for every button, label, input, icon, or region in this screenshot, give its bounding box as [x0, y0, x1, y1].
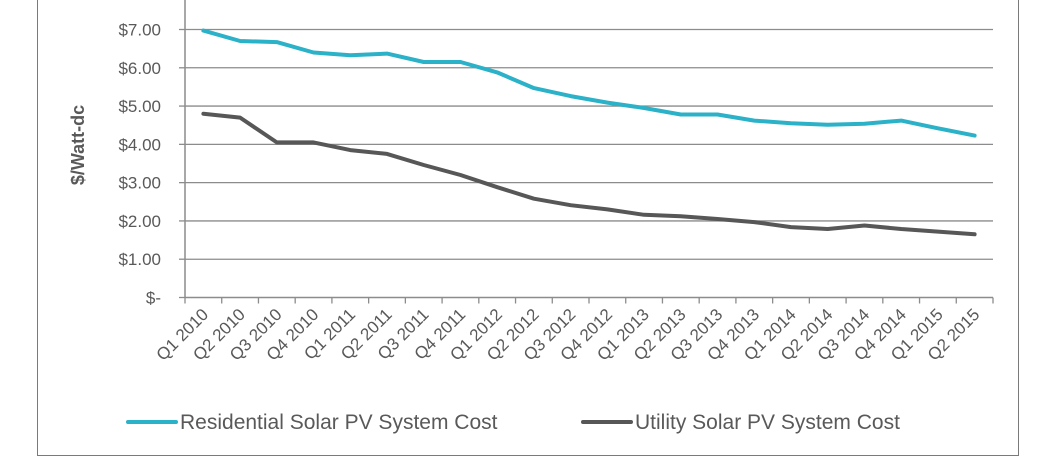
y-tick-label: $- — [146, 289, 161, 308]
x-axis — [179, 0, 994, 304]
y-tick-label: $7.00 — [118, 21, 161, 40]
gridlines — [185, 28, 993, 260]
y-tick-label: $1.00 — [118, 250, 161, 269]
legend-item-residential: Residential Solar PV System Cost — [126, 411, 498, 434]
y-tick-label: $4.00 — [118, 135, 161, 154]
legend: Residential Solar PV System Cost Utility … — [126, 411, 900, 434]
series-line — [201, 111, 977, 237]
y-axis-title: $/Watt-dc — [68, 105, 88, 185]
series-line — [201, 28, 977, 138]
series-lines — [201, 28, 977, 237]
y-tick-label: $2.00 — [118, 212, 161, 231]
y-tick-label: $3.00 — [118, 174, 161, 193]
series-utility — [201, 111, 977, 237]
y-tick-label: $5.00 — [118, 97, 161, 116]
legend-item-utility: Utility Solar PV System Cost — [581, 411, 900, 434]
y-tick-label: $6.00 — [118, 59, 161, 78]
legend-label: Residential Solar PV System Cost — [180, 411, 498, 434]
series-residential — [201, 28, 977, 138]
y-axis-tick-labels: $- $1.00 $2.00 $3.00 $4.00 $5.00 $6.00 $7.00 — [118, 21, 161, 308]
legend-label: Utility Solar PV System Cost — [635, 411, 900, 434]
